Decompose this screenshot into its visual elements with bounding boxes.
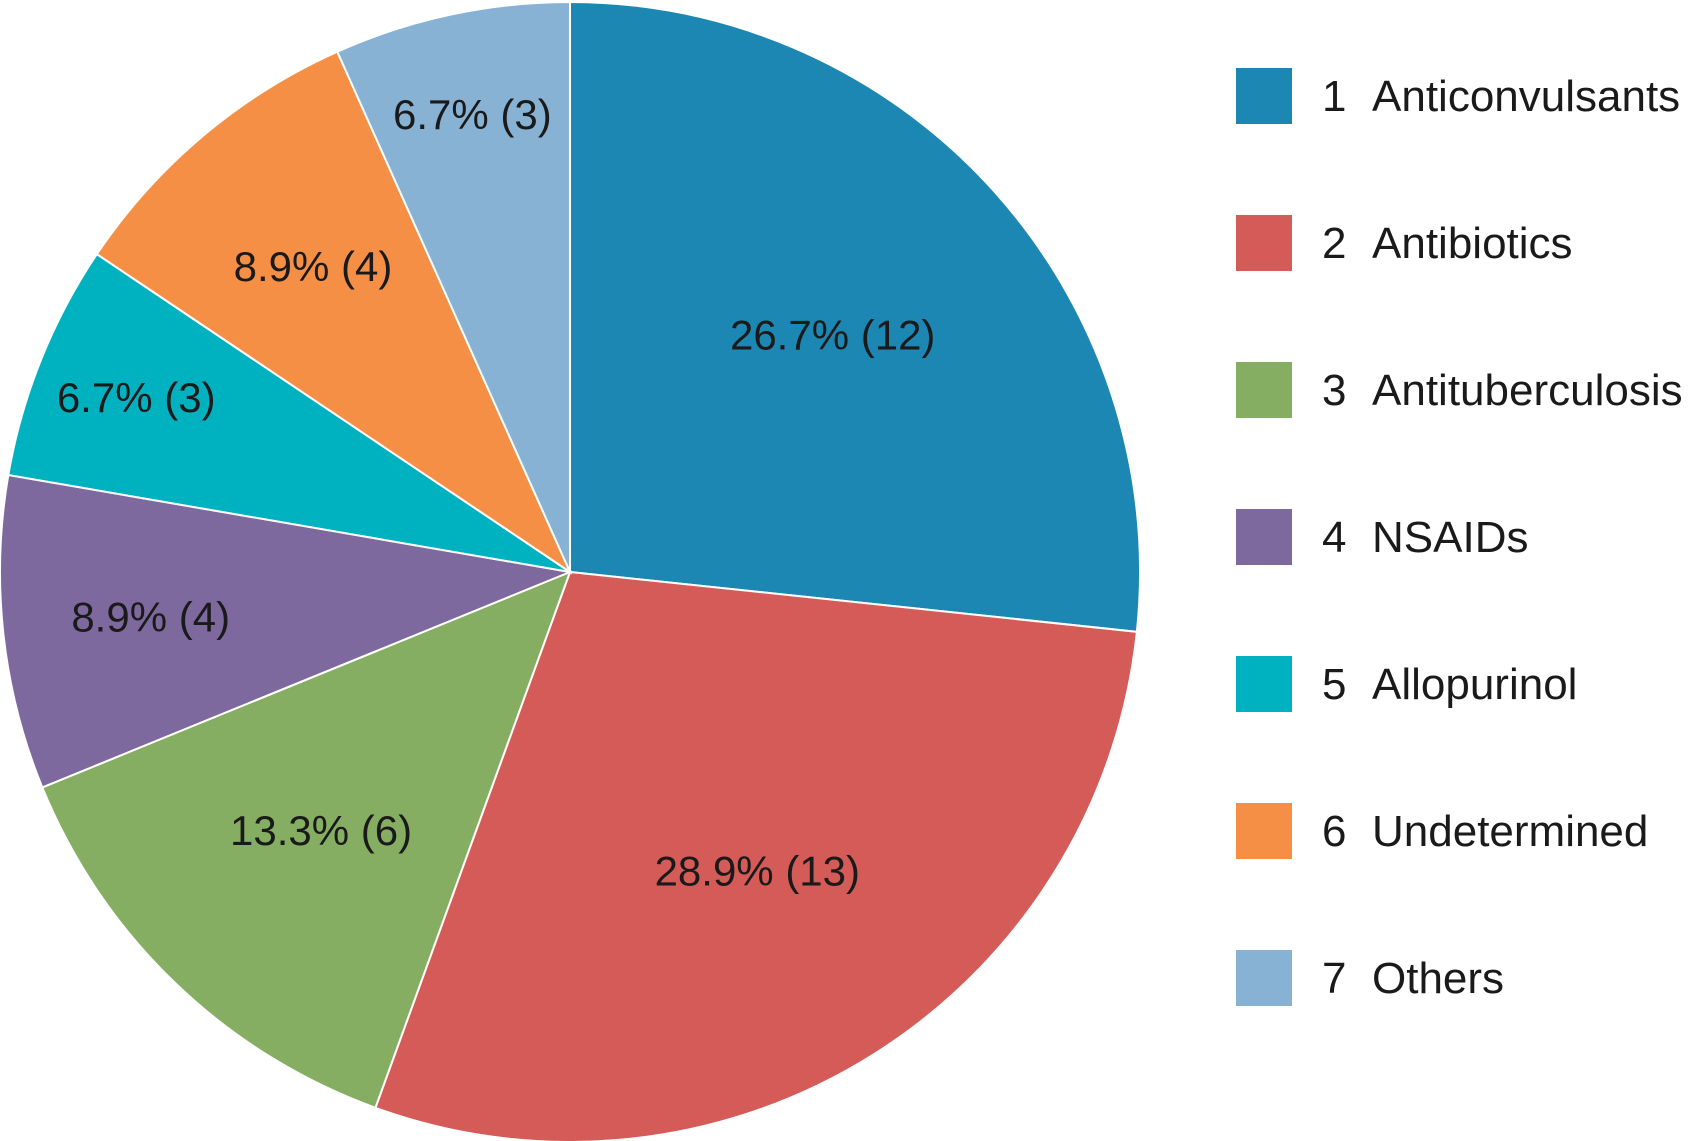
legend-number-2: 2 (1322, 219, 1346, 268)
legend-number-7: 7 (1322, 954, 1346, 1003)
legend-label-5: Allopurinol (1372, 660, 1577, 709)
pie-slice-1 (569, 0, 1141, 633)
pie-slice-5 (7, 252, 571, 573)
legend-swatch-6 (1236, 803, 1292, 859)
slice-label-7: 6.7% (3) (393, 91, 552, 138)
legend-label-4: NSAIDs (1372, 513, 1528, 562)
legend: 1 Anticonvulsants 2 Antibiotics 3 Antitubercu… (1236, 68, 1683, 1006)
legend-label-1: Anticonvulsants (1372, 72, 1680, 121)
legend-swatch-3 (1236, 362, 1292, 418)
pie-slice-6 (95, 50, 573, 575)
slice-label-6: 8.9% (4) (234, 243, 393, 290)
legend-swatch-4 (1236, 509, 1292, 565)
pie-slice-4 (0, 473, 574, 789)
pie-slice-2 (374, 570, 1138, 1141)
legend-label-6: Undetermined (1372, 807, 1648, 856)
slice-label-2: 28.9% (13) (655, 848, 860, 895)
legend-swatch-2 (1236, 215, 1292, 271)
slice-label-4: 8.9% (4) (71, 594, 230, 641)
legend-label-2: Antibiotics (1372, 219, 1573, 268)
pie-slice-7 (335, 0, 571, 573)
slice-labels: 26.7% (12) 28.9% (13) 13.3% (6) 8.9% (4) 6.7… (57, 91, 936, 895)
slice-label-5: 6.7% (3) (57, 374, 216, 421)
legend-number-5: 5 (1322, 660, 1346, 709)
legend-swatch-1 (1236, 68, 1292, 124)
pie-slice-3 (40, 570, 572, 1110)
pie-slices (0, 0, 1141, 1141)
legend-number-1: 1 (1322, 72, 1346, 121)
legend-swatch-7 (1236, 950, 1292, 1006)
legend-number-6: 6 (1322, 807, 1346, 856)
slice-label-1: 26.7% (12) (730, 312, 935, 359)
legend-number-3: 3 (1322, 366, 1346, 415)
legend-label-3: Antituberculosis (1372, 366, 1683, 415)
legend-number-4: 4 (1322, 513, 1346, 562)
legend-swatch-5 (1236, 656, 1292, 712)
slice-label-3: 13.3% (6) (230, 807, 412, 854)
legend-label-7: Others (1372, 954, 1504, 1003)
